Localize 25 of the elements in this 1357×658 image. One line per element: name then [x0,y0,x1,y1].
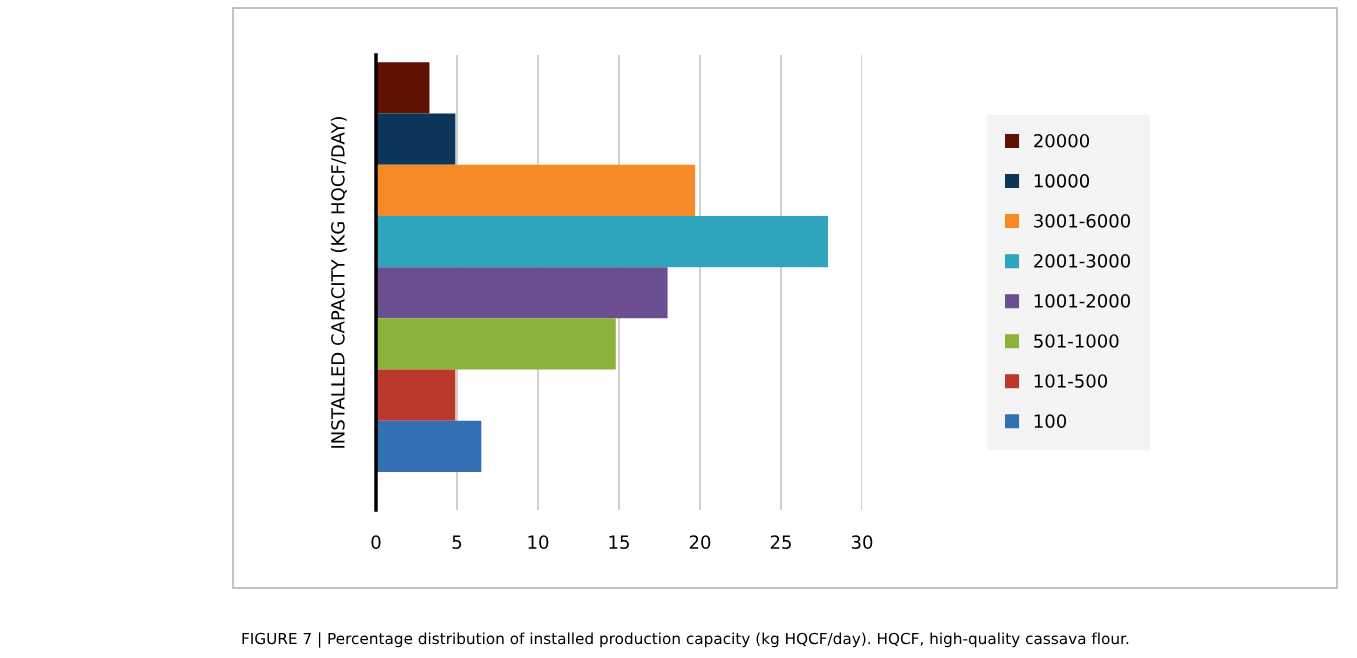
legend-label: 100 [1034,414,1067,428]
legend-label: 1001-2000 [1034,294,1131,308]
y-axis-title: INSTALLED CAPACITY (KG HQCF/DAY) [330,117,347,448]
legend-label: 2001-3000 [1034,254,1131,268]
x-tick-label: 5 [452,535,462,549]
x-tick-label: 30 [851,535,873,549]
x-tick-label: 20 [689,535,711,549]
bar [376,113,456,165]
x-tick-label: 10 [528,535,549,549]
bar [376,369,456,421]
bar [376,215,828,268]
x-tick-label: 0 [371,535,381,549]
legend-label: 20000 [1034,133,1090,148]
bar [376,164,696,216]
bar [376,62,430,114]
x-tick-label: 25 [770,535,791,549]
x-tick-label: 15 [609,535,629,549]
bar [376,318,616,370]
legend-label: 10000 [1034,173,1090,188]
legend-label: 501-1000 [1034,334,1119,348]
bar [376,267,668,319]
legend-label: 3001-6000 [1034,214,1131,228]
bar [376,420,482,473]
legend-label: 101-500 [1034,374,1108,388]
caption: FIGURE 7 | Percentage distribution of installed production capacity (kg HQCF/day). HQCF, high-quality cassava flour. [242,632,1129,648]
